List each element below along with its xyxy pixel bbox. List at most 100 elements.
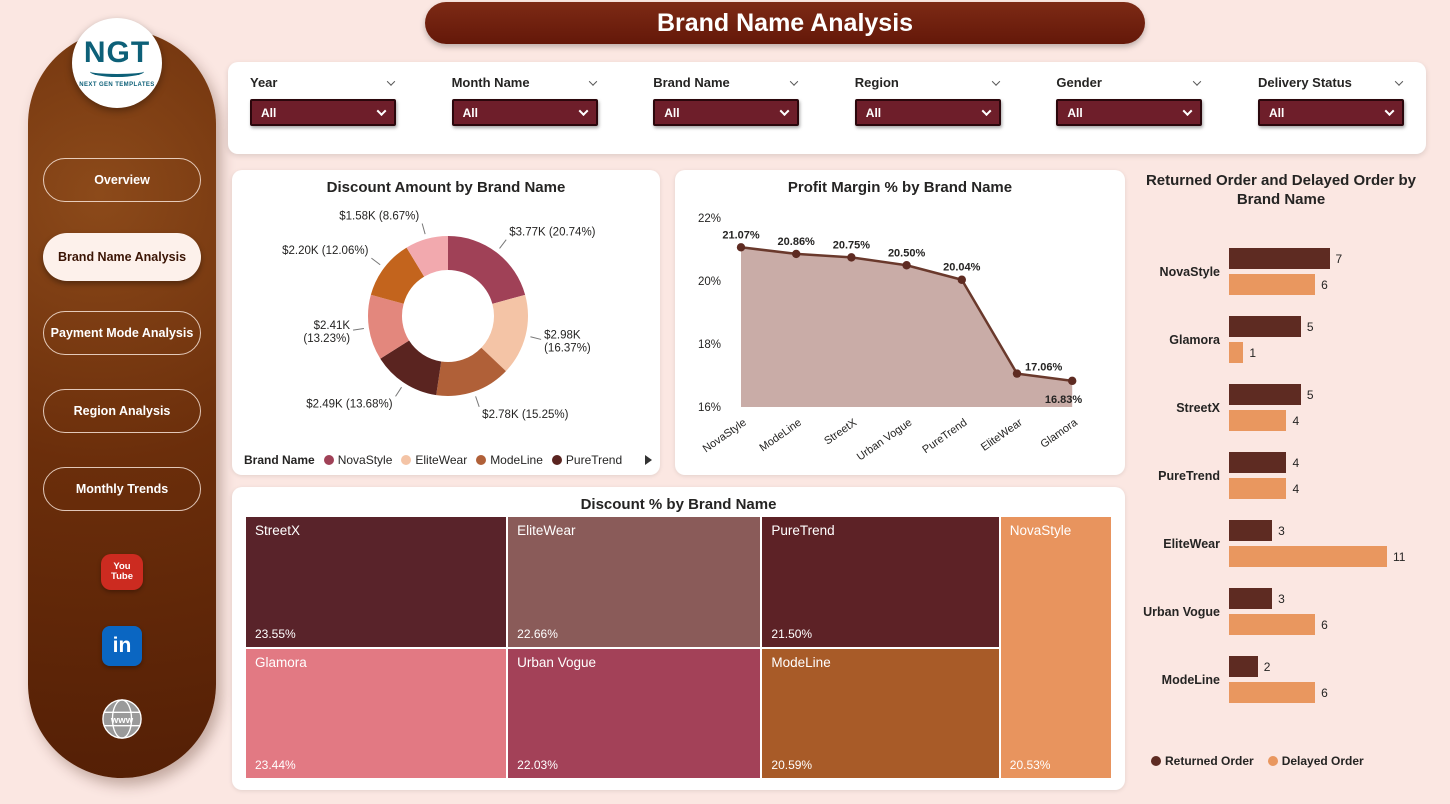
filter-select-brand-name[interactable]: All — [653, 99, 800, 126]
chevron-down-icon[interactable] — [789, 76, 799, 86]
bar-rows: NovaStyle 7 6 Glamora 5 1 StreetX 5 4 PureTrend 4 4… — [1135, 248, 1427, 724]
data-point[interactable] — [957, 275, 966, 284]
filter-brand-name: Brand Name All — [653, 75, 800, 154]
bar-holder: 1 — [1229, 342, 1427, 363]
sidebar-item-overview[interactable]: Overview — [43, 158, 201, 202]
bar-value-label: 2 — [1263, 659, 1271, 674]
treemap-tile-glamora[interactable]: Glamora 23.44% — [246, 648, 507, 778]
legend-item[interactable]: Returned Order — [1151, 754, 1254, 768]
treemap-tile-modeline[interactable]: ModeLine 20.59% — [762, 648, 999, 778]
bar-value-label: 6 — [1321, 617, 1328, 632]
bar-returned-order[interactable] — [1229, 588, 1273, 609]
bar-holder: 5 — [1229, 316, 1427, 337]
youtube-icon-text: You Tube — [111, 561, 133, 582]
chevron-down-icon — [981, 106, 992, 117]
treemap-tile-value: 23.55% — [255, 626, 296, 641]
filter-selected-value: All — [261, 105, 277, 120]
filter-selected-value: All — [664, 105, 680, 120]
bar-delayed-order[interactable] — [1229, 614, 1316, 635]
linkedin-icon[interactable]: in — [102, 626, 142, 666]
chevron-down-icon[interactable] — [386, 76, 396, 86]
treemap-title: Discount % by Brand Name — [580, 496, 777, 513]
donut-slice[interactable] — [370, 247, 425, 304]
legend-scroll-right-icon[interactable] — [645, 455, 652, 465]
chevron-down-icon[interactable] — [1394, 76, 1404, 86]
bar-returned-order[interactable] — [1229, 656, 1258, 677]
filter-label: Delivery Status — [1257, 75, 1352, 90]
donut-slice[interactable] — [368, 294, 410, 359]
bar-returned-order[interactable] — [1229, 248, 1330, 269]
sidebar-item-payment-mode-analysis[interactable]: Payment Mode Analysis — [43, 311, 201, 355]
treemap-tile-streetx[interactable]: StreetX 23.55% — [246, 517, 507, 647]
data-point[interactable] — [847, 253, 856, 262]
donut-slice[interactable] — [481, 294, 528, 372]
bar-returned-order[interactable] — [1229, 452, 1287, 473]
bar-row: Glamora 5 1 — [1135, 316, 1427, 363]
bar-delayed-order[interactable] — [1229, 274, 1316, 295]
bar-returned-order[interactable] — [1229, 384, 1301, 405]
x-axis-category-label: Urban Vogue — [855, 417, 914, 464]
filter-select-year[interactable]: All — [250, 99, 396, 126]
chevron-down-icon[interactable] — [1193, 76, 1202, 86]
sidebar-item-brand-name-analysis[interactable]: Brand Name Analysis — [43, 233, 201, 281]
donut-slice[interactable] — [448, 236, 526, 304]
treemap-tile-elitewear[interactable]: EliteWear 22.66% — [508, 517, 761, 647]
chevron-down-icon[interactable] — [991, 76, 1001, 86]
donut-slice-label: $1.58K (8.67%) — [339, 211, 419, 223]
bar-row: StreetX 5 4 — [1135, 384, 1427, 431]
bar-delayed-order[interactable] — [1229, 682, 1316, 703]
bar-delayed-order[interactable] — [1229, 478, 1287, 499]
bar-returned-order[interactable] — [1229, 316, 1301, 337]
donut-callout-line — [395, 386, 402, 397]
legend-item[interactable]: PureTrend — [551, 453, 622, 467]
data-point[interactable] — [736, 243, 746, 252]
bar-delayed-order[interactable] — [1229, 546, 1387, 567]
bar-chart-legend: Returned Order Delayed Order — [1151, 754, 1364, 768]
x-axis-category-label: EliteWear — [979, 416, 1025, 453]
logo-subtext: NEXT GEN TEMPLATES — [79, 82, 155, 88]
legend-item[interactable]: ModeLine — [476, 453, 543, 467]
legend-item[interactable]: EliteWear — [401, 453, 467, 467]
treemap-tile-value: 22.66% — [517, 626, 558, 641]
sidebar-item-label: Overview — [94, 173, 150, 187]
legend-item[interactable]: NovaStyle — [323, 453, 392, 467]
filter-select-delivery-status[interactable]: All — [1257, 99, 1404, 126]
sidebar-item-label: Brand Name Analysis — [57, 250, 187, 264]
bar-delayed-order[interactable] — [1229, 342, 1244, 363]
donut-legend: Brand Name NovaStyle EliteWear ModeLine Pur… — [244, 453, 652, 467]
donut-slice[interactable] — [380, 340, 442, 396]
filter-selected-value: All — [1268, 105, 1285, 120]
treemap-tile-value: 23.44% — [255, 758, 296, 772]
bar-delayed-order[interactable] — [1229, 410, 1287, 431]
x-axis-category-label: Glamora — [1038, 416, 1080, 451]
legend-dot — [1267, 756, 1278, 766]
website-globe-icon[interactable]: www — [101, 698, 143, 740]
legend-item[interactable]: Delayed Order — [1267, 754, 1364, 768]
data-point[interactable] — [792, 249, 801, 259]
filter-bar: Year All Month Name All Brand Name All R… — [228, 62, 1426, 154]
donut-chart: $3.77K (20.74%) $2.98K (16.37%) $2.78K (15.… — [282, 211, 596, 421]
filter-select-gender[interactable]: All — [1056, 99, 1203, 126]
bar-returned-order[interactable] — [1229, 520, 1273, 541]
donut-slice[interactable] — [406, 236, 448, 277]
filter-select-region[interactable]: All — [854, 99, 1001, 126]
bar-value-label: 1 — [1249, 345, 1257, 360]
treemap-tile-novastyle[interactable]: NovaStyle 20.53% — [1000, 517, 1111, 778]
bar-value-label: 7 — [1335, 251, 1343, 266]
data-point[interactable] — [1012, 369, 1022, 378]
x-axis-category-label: NovaStyle — [701, 417, 749, 456]
youtube-icon[interactable]: You Tube — [101, 554, 143, 590]
filter-select-month-name[interactable]: All — [451, 99, 598, 126]
bar-category-label: ModeLine — [1161, 672, 1220, 687]
bar-category-label: Urban Vogue — [1143, 604, 1220, 619]
data-point[interactable] — [1068, 376, 1077, 386]
sidebar-item-monthly-trends[interactable]: Monthly Trends — [43, 467, 201, 511]
treemap-tile-urban-vogue[interactable]: Urban Vogue 22.03% — [508, 648, 761, 778]
bar-value-label: 4 — [1292, 481, 1300, 496]
ngt-logo: NGT NEXT GEN TEMPLATES — [72, 18, 162, 108]
donut-slice[interactable] — [436, 347, 506, 396]
sidebar-item-region-analysis[interactable]: Region Analysis — [43, 389, 201, 433]
chevron-down-icon[interactable] — [588, 76, 597, 86]
data-point[interactable] — [902, 261, 911, 270]
treemap-tile-puretrend[interactable]: PureTrend 21.50% — [762, 517, 999, 647]
